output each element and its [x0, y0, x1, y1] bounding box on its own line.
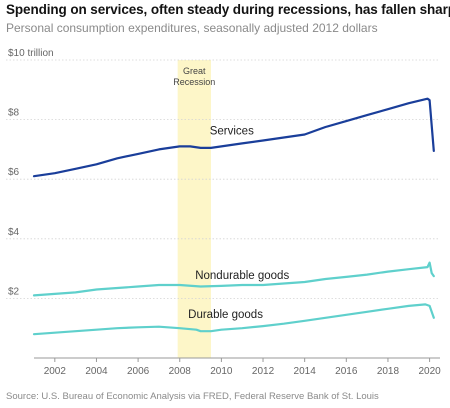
- recession-label: Great: [183, 66, 206, 76]
- x-tick-label: 2014: [294, 366, 317, 377]
- x-tick-label: 2012: [252, 366, 275, 377]
- chart-title: Spending on services, often steady durin…: [6, 2, 450, 17]
- x-tick-label: 2006: [127, 366, 150, 377]
- x-tick-label: 2004: [85, 366, 108, 377]
- series-line-durable-goods: [32, 303, 435, 336]
- y-tick-label: $8: [8, 108, 20, 119]
- y-tick-label: $6: [8, 167, 20, 178]
- recession-label: Recession: [173, 77, 215, 87]
- source-note: Source: U.S. Bureau of Economic Analysis…: [6, 391, 379, 402]
- recession-shading: [177, 60, 211, 358]
- y-tick-label: $4: [8, 227, 20, 238]
- x-tick-label: 2010: [210, 366, 233, 377]
- series-line-services: [32, 97, 435, 178]
- series-label-services: Services: [210, 126, 254, 138]
- x-tick-label: 2008: [169, 366, 192, 377]
- series-label-durable-goods: Durable goods: [188, 309, 263, 321]
- series-line-nondurable-goods: [32, 261, 435, 297]
- x-tick-label: 2020: [418, 366, 441, 377]
- chart-subtitle: Personal consumption expenditures, seaso…: [6, 21, 378, 35]
- series-label-nondurable-goods: Nondurable goods: [195, 270, 289, 282]
- x-tick-label: 2016: [335, 366, 358, 377]
- y-tick-label: $2: [8, 286, 20, 297]
- x-tick-label: 2002: [44, 366, 67, 377]
- x-tick-label: 2018: [377, 366, 400, 377]
- y-tick-label: $10 trillion: [8, 48, 54, 59]
